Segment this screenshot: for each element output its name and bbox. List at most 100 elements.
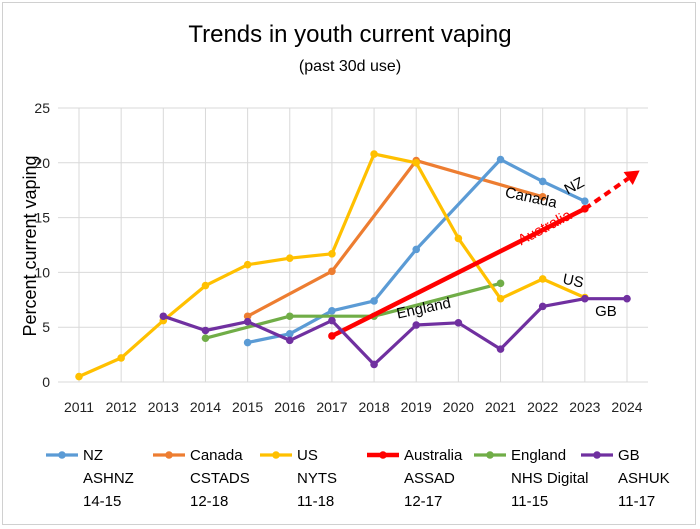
data-point	[581, 205, 589, 213]
y-tick-label: 10	[34, 264, 50, 280]
data-point	[243, 260, 252, 269]
series-line-canada	[246, 159, 545, 318]
series-label-gb: GB	[595, 303, 617, 320]
legend-source: NYTS	[297, 470, 337, 487]
x-tick-label: 2023	[569, 399, 600, 415]
data-point	[328, 267, 336, 276]
series-line-england	[203, 281, 503, 340]
data-point	[496, 345, 505, 353]
x-tick-label: 2022	[527, 399, 558, 415]
x-tick-label: 2018	[358, 399, 389, 415]
data-point	[370, 150, 378, 158]
series-label-us: US	[561, 271, 585, 292]
legend-years: 11-15	[511, 493, 548, 510]
data-point	[454, 234, 463, 243]
x-tick-label: 2019	[401, 399, 432, 415]
legend-item-england: England NHS Digital 11-15	[474, 447, 589, 510]
x-tick-label: 2017	[316, 399, 347, 415]
data-point	[581, 197, 589, 205]
series-label-nz: NZ	[561, 174, 587, 198]
data-point	[370, 360, 378, 369]
legend-series-name: England	[511, 447, 566, 464]
legend-source: ASHUK	[618, 470, 670, 487]
axes: 0 5 10 15 20 25 2011 2012 2013 2014 2015 2016 2017 20…	[34, 100, 642, 415]
projection-line	[583, 176, 630, 211]
x-tick-label: 2016	[274, 399, 305, 415]
data-point	[538, 192, 547, 201]
legend-years: 14-15	[83, 493, 121, 510]
legend-marker	[593, 451, 601, 459]
series-line-australia	[329, 206, 588, 339]
legend-source: ASSAD	[404, 470, 455, 487]
data-point	[412, 321, 421, 329]
data-point	[75, 372, 83, 381]
data-point	[117, 354, 125, 362]
legend-source: CSTADS	[190, 470, 250, 487]
data-point	[243, 312, 252, 321]
legend-series-name: US	[297, 447, 318, 464]
data-point	[328, 249, 336, 258]
x-tick-label: 2013	[148, 399, 179, 415]
x-tick-label: 2020	[443, 399, 474, 415]
legend-years: 11-18	[297, 493, 334, 510]
series-label-australia: Australia	[515, 206, 575, 249]
series-england	[201, 279, 505, 342]
legend-item-nz: NZ ASHNZ 14-15	[46, 447, 134, 510]
data-point	[496, 294, 505, 303]
data-point	[201, 334, 210, 342]
series-nz	[243, 155, 589, 347]
legend-years: 11-17	[618, 493, 655, 510]
legend-series-name: NZ	[83, 447, 103, 464]
data-point	[623, 294, 631, 303]
series-gb	[159, 294, 631, 369]
legend-source: NHS Digital	[511, 470, 589, 487]
data-point	[328, 306, 336, 315]
chart-title: Trends in youth current vaping	[188, 21, 511, 48]
series-label-canada: Canada	[504, 184, 560, 212]
legend-marker	[165, 451, 173, 459]
legend-years: 12-18	[190, 493, 228, 510]
data-point	[285, 254, 294, 262]
x-tick-label: 2015	[232, 399, 263, 415]
data-point	[243, 338, 252, 347]
data-point	[538, 302, 547, 311]
y-axis-label: Percent current vaping	[20, 155, 40, 336]
chart-subtitle: (past 30d use)	[299, 58, 401, 75]
legend-series-name: GB	[618, 447, 640, 464]
data-point	[201, 326, 210, 335]
legend-item-australia: Australia ASSAD 12-17	[367, 447, 463, 510]
data-point	[285, 312, 294, 321]
series-line-nz	[246, 157, 587, 345]
legend-marker	[272, 451, 280, 459]
legend-item-gb: GB ASHUK 11-17	[581, 447, 670, 510]
y-tick-label: 25	[34, 100, 50, 116]
data-point	[328, 332, 336, 340]
x-tick-label: 2021	[485, 399, 516, 415]
y-tick-label: 20	[34, 155, 50, 171]
series-australia	[328, 170, 640, 340]
data-point	[243, 317, 252, 326]
series-layer	[75, 150, 640, 381]
x-tick-label: 2012	[106, 399, 137, 415]
y-tick-label: 0	[42, 374, 50, 390]
data-point	[285, 336, 294, 345]
legend-years: 12-17	[404, 493, 442, 510]
data-point	[581, 294, 589, 303]
data-point	[328, 316, 336, 325]
data-point	[496, 279, 505, 288]
data-point	[538, 275, 547, 283]
projection-arrowhead	[623, 170, 640, 186]
x-tick-label: 2014	[190, 399, 221, 415]
legend-series-name: Canada	[190, 447, 243, 464]
data-point	[454, 319, 463, 327]
legend-item-us: US NYTS 11-18	[260, 447, 337, 510]
data-point	[159, 312, 168, 321]
data-point	[538, 177, 547, 186]
legend-marker	[486, 451, 494, 459]
data-point	[496, 155, 505, 164]
data-point	[412, 159, 421, 167]
y-tick-label: 5	[42, 319, 50, 335]
legend-item-canada: Canada CSTADS 12-18	[153, 447, 250, 510]
